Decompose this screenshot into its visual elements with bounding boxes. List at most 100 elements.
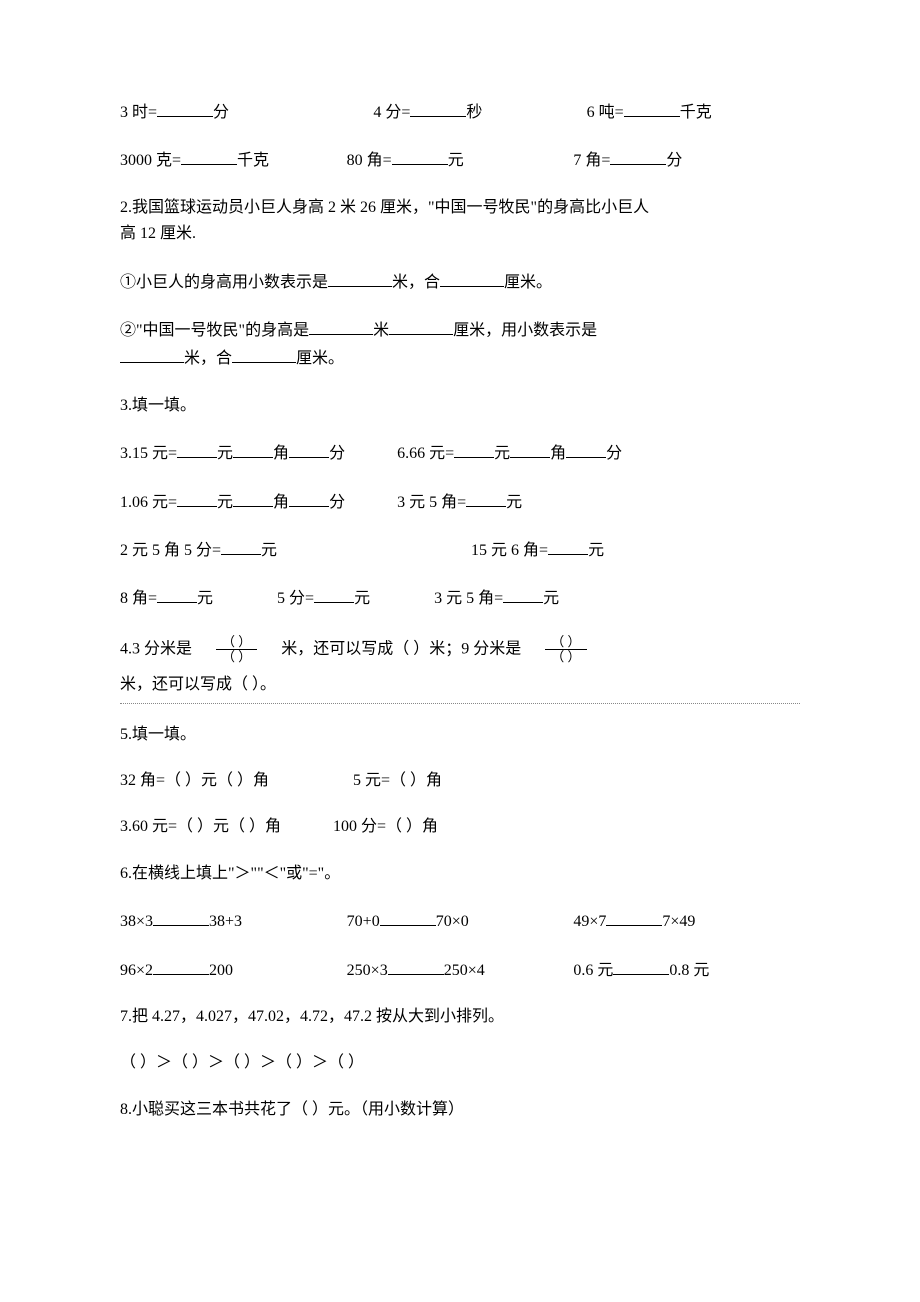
- blank: [233, 490, 273, 507]
- q5-row1: 32 角=（ ）元（ ）角 5 元=（ ）角: [120, 770, 800, 792]
- q6-r1b: 70+070×0: [347, 909, 574, 933]
- q3-r3b: 15 元 6 角=元: [471, 542, 604, 559]
- q1-r1c-rhs: 千克: [680, 104, 712, 121]
- q1-r2a-rhs: 千克: [237, 152, 269, 169]
- q5-r2b: 100 分=（ ）角: [333, 818, 438, 835]
- blank: [613, 958, 669, 975]
- blank: [454, 441, 494, 458]
- blank: [221, 538, 261, 555]
- q5-row2: 3.60 元=（ ）元（ ）角 100 分=（ ）角: [120, 816, 800, 838]
- blank: [606, 909, 662, 926]
- q6-row2: 96×2 200 250×3 250×4 0.6 元 0.8 元: [120, 958, 800, 982]
- q1-r1a-rhs: 分: [213, 104, 229, 121]
- q3-r2a-u3: 分: [329, 494, 345, 511]
- blank: [181, 148, 237, 165]
- page-container: 3 时=分 4 分=秒 6 吨=千克 3000 克=千克 80 角=元 7 角=…: [0, 0, 920, 1302]
- q2-stem: 2.我国篮球运动员小巨人身高 2 米 26 厘米，"中国一号牧民"的身高比小巨人: [120, 197, 800, 219]
- q4-line1: 4.3 分米是 （ ） （ ） 米，还可以写成（ ）米；9 分米是 （ ） （ …: [120, 635, 800, 665]
- blank: [328, 270, 392, 287]
- q6-r2b-r: 250×4: [444, 962, 485, 979]
- q2-stem1: 2.我国篮球运动员小巨人身高 2 米 26 厘米，"中国一号牧民"的身高比小巨人: [120, 199, 649, 216]
- q6-r1a-l: 38×3: [120, 913, 153, 930]
- q1-r1-b: 4 分=秒: [333, 100, 586, 124]
- blank: [309, 318, 373, 335]
- q2-p2e: 厘米。: [296, 350, 344, 367]
- q6-r1a-r: 38+3: [209, 913, 242, 930]
- q3-r2a-u2: 角: [273, 494, 289, 511]
- q5-r2a: 3.60 元=（ ）元（ ）角: [120, 818, 281, 835]
- q3-row2: 1.06 元= 元 角 分 3 元 5 角= 元: [120, 490, 800, 514]
- q1-r2c-rhs: 分: [666, 152, 682, 169]
- blank: [233, 441, 273, 458]
- blank: [548, 538, 588, 555]
- blank: [503, 586, 543, 603]
- blank: [380, 909, 436, 926]
- q4-line2: 米，还可以写成（ ）。: [120, 674, 800, 703]
- fraction-blank-icon: （ ） （ ）: [214, 635, 259, 665]
- blank: [232, 346, 296, 363]
- blank: [466, 490, 506, 507]
- q3-r4c-lhs: 3 元 5 角=: [434, 590, 503, 607]
- q3-r1a-u2: 角: [273, 445, 289, 462]
- q1-r2-c: 7 角=分: [573, 148, 800, 172]
- q7-line: （ ）＞（ ）＞（ ）＞（ ）＞（ ）: [120, 1052, 800, 1074]
- q3-r4c-u1: 元: [543, 590, 559, 607]
- q1-r2-b: 80 角= 元: [347, 148, 574, 172]
- q1-r2b-rhs: 元: [448, 152, 464, 169]
- q4-b: 米，还可以写成（ ）米；9 分米是: [281, 640, 521, 657]
- q6-r2c-r: 0.8 元: [669, 962, 709, 979]
- q2-p2d: 米，合: [184, 350, 232, 367]
- q6-r2c-l: 0.6 元: [573, 962, 613, 979]
- q1-r1b-lhs: 4 分=: [373, 104, 410, 121]
- q6-r1b-r: 70×0: [436, 913, 469, 930]
- q6-r2a-r: 200: [209, 962, 233, 979]
- q4-c: 米，还可以写成（ ）。: [120, 676, 276, 693]
- blank: [153, 909, 209, 926]
- blank: [510, 441, 550, 458]
- q3-r1b-u3: 分: [606, 445, 622, 462]
- q3-r1b-u2: 角: [550, 445, 566, 462]
- q7-title: 7.把 4.27，4.027，47.02，4.72，47.2 按从大到小排列。: [120, 1006, 800, 1028]
- frac-num: （ ）: [216, 635, 257, 650]
- q2-p2a: ②"中国一号牧民"的身高是: [120, 322, 309, 339]
- q3-r1a-lhs: 3.15 元=: [120, 445, 177, 462]
- q3-r1b: 6.66 元=元角分: [397, 445, 622, 462]
- blank: [392, 148, 448, 165]
- q3-r4b-lhs: 5 分=: [277, 590, 314, 607]
- q2-p2b: 米: [373, 322, 389, 339]
- q3-r3b-lhs: 15 元 6 角=: [471, 542, 548, 559]
- q2-stem2: 高 12 厘米.: [120, 225, 196, 242]
- blank: [289, 490, 329, 507]
- q3-r4a-u1: 元: [197, 590, 213, 607]
- q3-title: 3.填一填。: [120, 395, 800, 417]
- q1-r1a-lhs: 3 时=: [120, 104, 157, 121]
- q3-r2b: 3 元 5 角= 元: [397, 494, 522, 511]
- q5-r1b: 5 元=（ ）角: [353, 772, 442, 789]
- q1-r1-a: 3 时= 分: [120, 100, 333, 124]
- q1-row2: 3000 克= 千克 80 角= 元 7 角=分: [120, 148, 800, 172]
- blank: [566, 441, 606, 458]
- q3-r3a-lhs: 2 元 5 角 5 分=: [120, 542, 221, 559]
- q6-r2a-l: 96×2: [120, 962, 153, 979]
- blank: [624, 100, 680, 117]
- q3-r1a-u1: 元: [217, 445, 233, 462]
- q3-r2b-u1: 元: [506, 494, 522, 511]
- q3-r4b: 5 分=元: [277, 590, 374, 607]
- blank: [153, 958, 209, 975]
- q3-r4a-lhs: 8 角=: [120, 590, 157, 607]
- q5-title: 5.填一填。: [120, 724, 800, 746]
- q3-r2a-lhs: 1.06 元=: [120, 494, 177, 511]
- blank: [388, 958, 444, 975]
- q3-row1: 3.15 元=元角分 6.66 元=元角分: [120, 441, 800, 465]
- q3-r2b-lhs: 3 元 5 角=: [397, 494, 466, 511]
- q1-r2b-lhs: 80 角=: [347, 152, 392, 169]
- q6-r2b-l: 250×3: [347, 962, 388, 979]
- q2-p1b: 米，合: [392, 274, 440, 291]
- q6-r1c-l: 49×7: [573, 913, 606, 930]
- blank: [120, 346, 184, 363]
- blank: [410, 100, 466, 117]
- q3-r2a: 1.06 元=元角分: [120, 494, 349, 511]
- q1-r2-a: 3000 克= 千克: [120, 148, 347, 172]
- q6-row1: 38×338+3 70+070×0 49×77×49: [120, 909, 800, 933]
- q1-r2a-lhs: 3000 克=: [120, 152, 181, 169]
